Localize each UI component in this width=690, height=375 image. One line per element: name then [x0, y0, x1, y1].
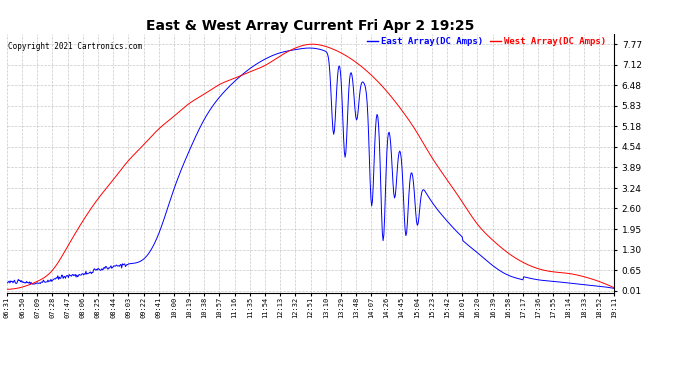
Legend: East Array(DC Amps), West Array(DC Amps): East Array(DC Amps), West Array(DC Amps): [364, 33, 609, 49]
Text: Copyright 2021 Cartronics.com: Copyright 2021 Cartronics.com: [8, 42, 142, 51]
Title: East & West Array Current Fri Apr 2 19:25: East & West Array Current Fri Apr 2 19:2…: [146, 19, 475, 33]
